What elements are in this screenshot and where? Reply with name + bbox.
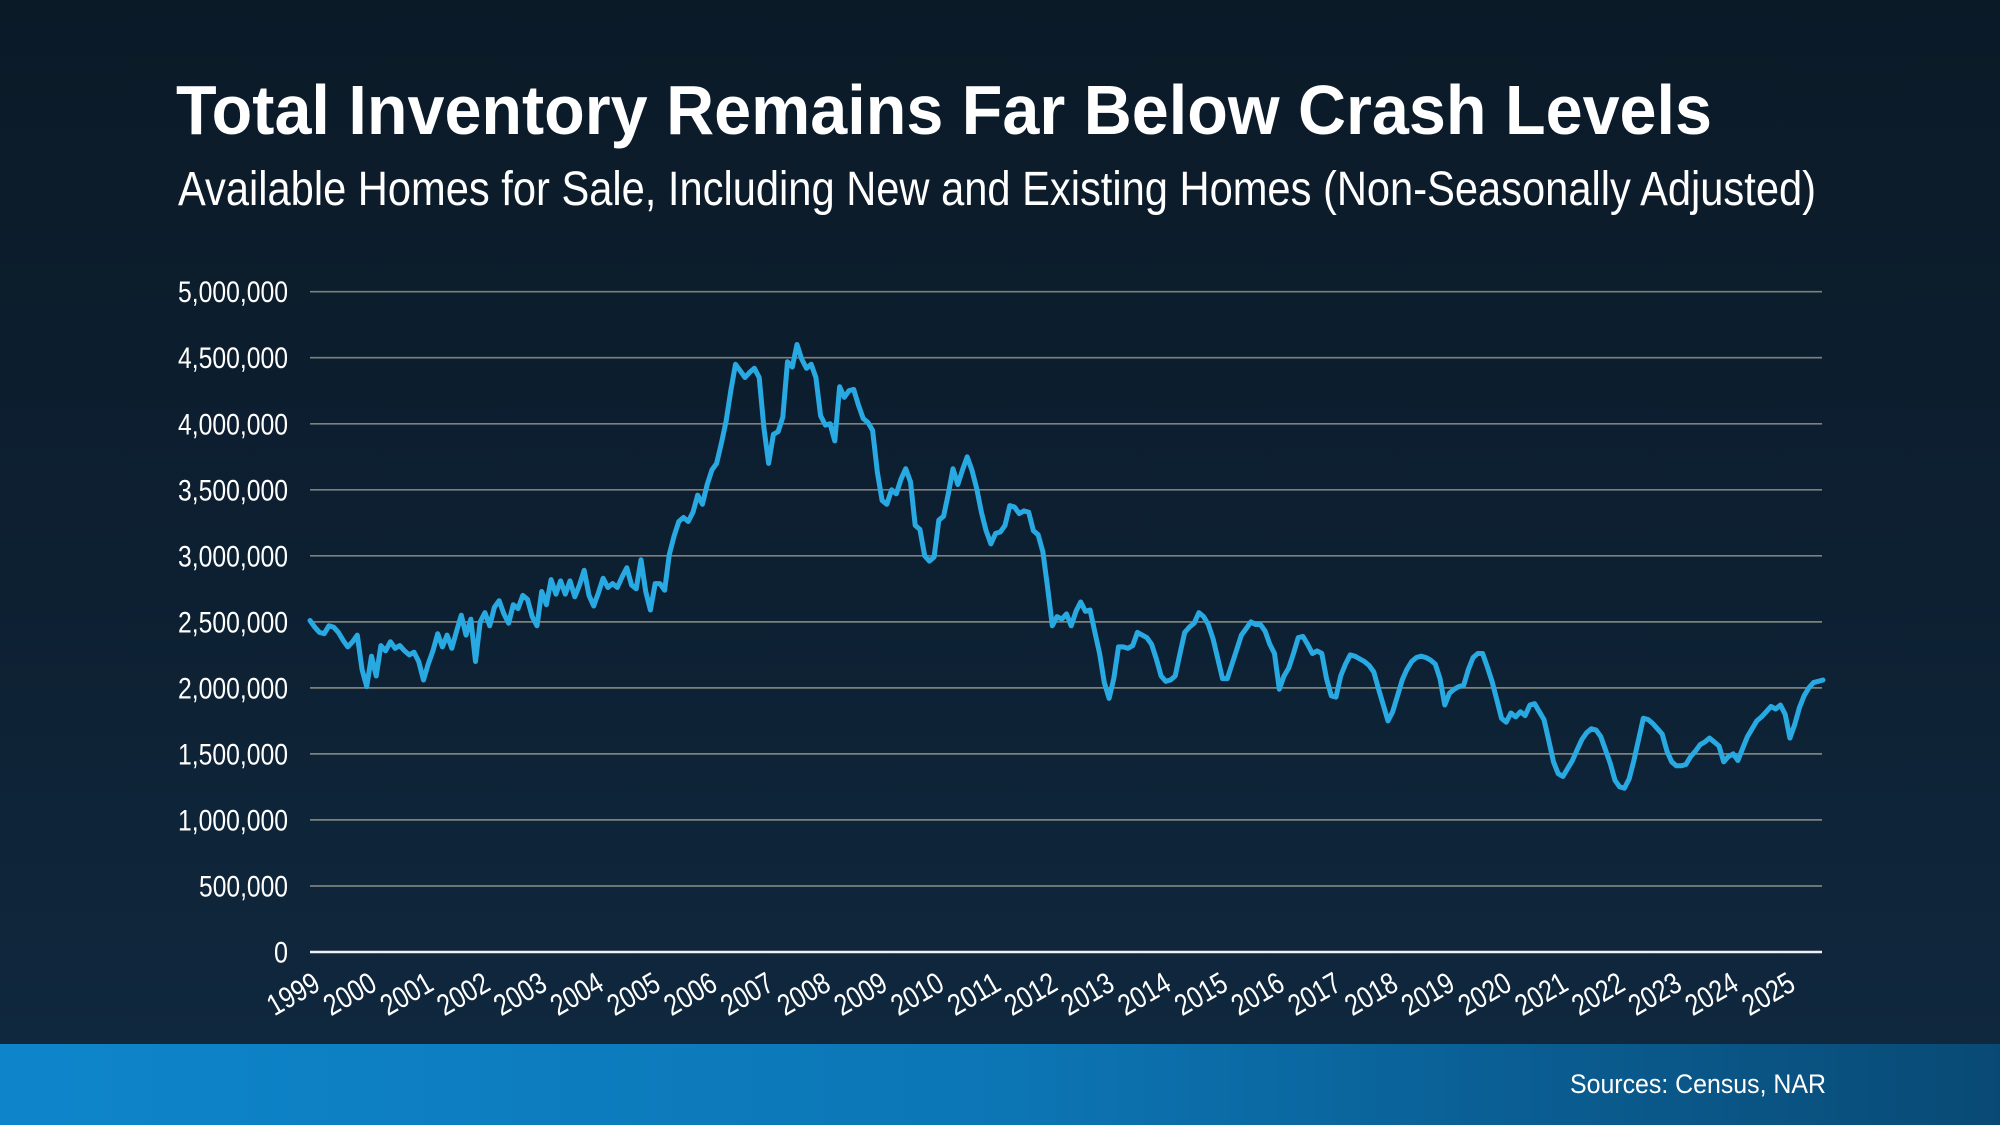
svg-text:2000: 2000 [318, 966, 382, 1022]
svg-text:1,500,000: 1,500,000 [178, 738, 288, 771]
svg-text:2022: 2022 [1566, 966, 1630, 1022]
svg-text:2003: 2003 [488, 966, 552, 1022]
svg-text:1,000,000: 1,000,000 [178, 804, 288, 837]
svg-text:2019: 2019 [1396, 966, 1460, 1022]
svg-text:Total Inventory Remains Far Be: Total Inventory Remains Far Below Crash … [176, 71, 1712, 149]
svg-text:0: 0 [274, 937, 288, 970]
svg-text:Available Homes for Sale, Incl: Available Homes for Sale, Including New … [178, 163, 1816, 216]
svg-text:2018: 2018 [1339, 966, 1403, 1022]
svg-text:2,500,000: 2,500,000 [178, 606, 288, 639]
svg-text:1999: 1999 [261, 966, 325, 1022]
svg-text:4,500,000: 4,500,000 [178, 342, 288, 375]
svg-text:2013: 2013 [1056, 966, 1120, 1022]
svg-text:5,000,000: 5,000,000 [178, 276, 288, 309]
svg-text:2017: 2017 [1283, 966, 1347, 1022]
svg-text:2002: 2002 [432, 966, 496, 1022]
svg-text:2021: 2021 [1510, 966, 1574, 1022]
svg-text:2012: 2012 [999, 966, 1063, 1022]
svg-text:2010: 2010 [885, 966, 949, 1022]
svg-text:2009: 2009 [829, 966, 893, 1022]
svg-text:2008: 2008 [772, 966, 836, 1022]
svg-text:3,000,000: 3,000,000 [178, 540, 288, 573]
svg-text:Sources: Census, NAR: Sources: Census, NAR [1570, 1069, 1826, 1099]
svg-text:2024: 2024 [1680, 966, 1744, 1022]
svg-text:2023: 2023 [1623, 966, 1687, 1022]
svg-text:2007: 2007 [715, 966, 779, 1022]
svg-text:2016: 2016 [1226, 966, 1290, 1022]
svg-text:2005: 2005 [602, 966, 666, 1022]
svg-text:2004: 2004 [545, 966, 609, 1022]
svg-text:2020: 2020 [1453, 966, 1517, 1022]
svg-text:500,000: 500,000 [199, 871, 288, 904]
svg-text:3,500,000: 3,500,000 [178, 474, 288, 507]
svg-text:2015: 2015 [1169, 966, 1233, 1022]
svg-text:2011: 2011 [942, 966, 1006, 1022]
svg-text:2006: 2006 [659, 966, 723, 1022]
svg-text:2014: 2014 [1112, 966, 1176, 1022]
svg-text:2,000,000: 2,000,000 [178, 672, 288, 705]
svg-text:4,000,000: 4,000,000 [178, 408, 288, 441]
svg-text:2001: 2001 [375, 966, 439, 1022]
svg-text:2025: 2025 [1737, 966, 1801, 1022]
